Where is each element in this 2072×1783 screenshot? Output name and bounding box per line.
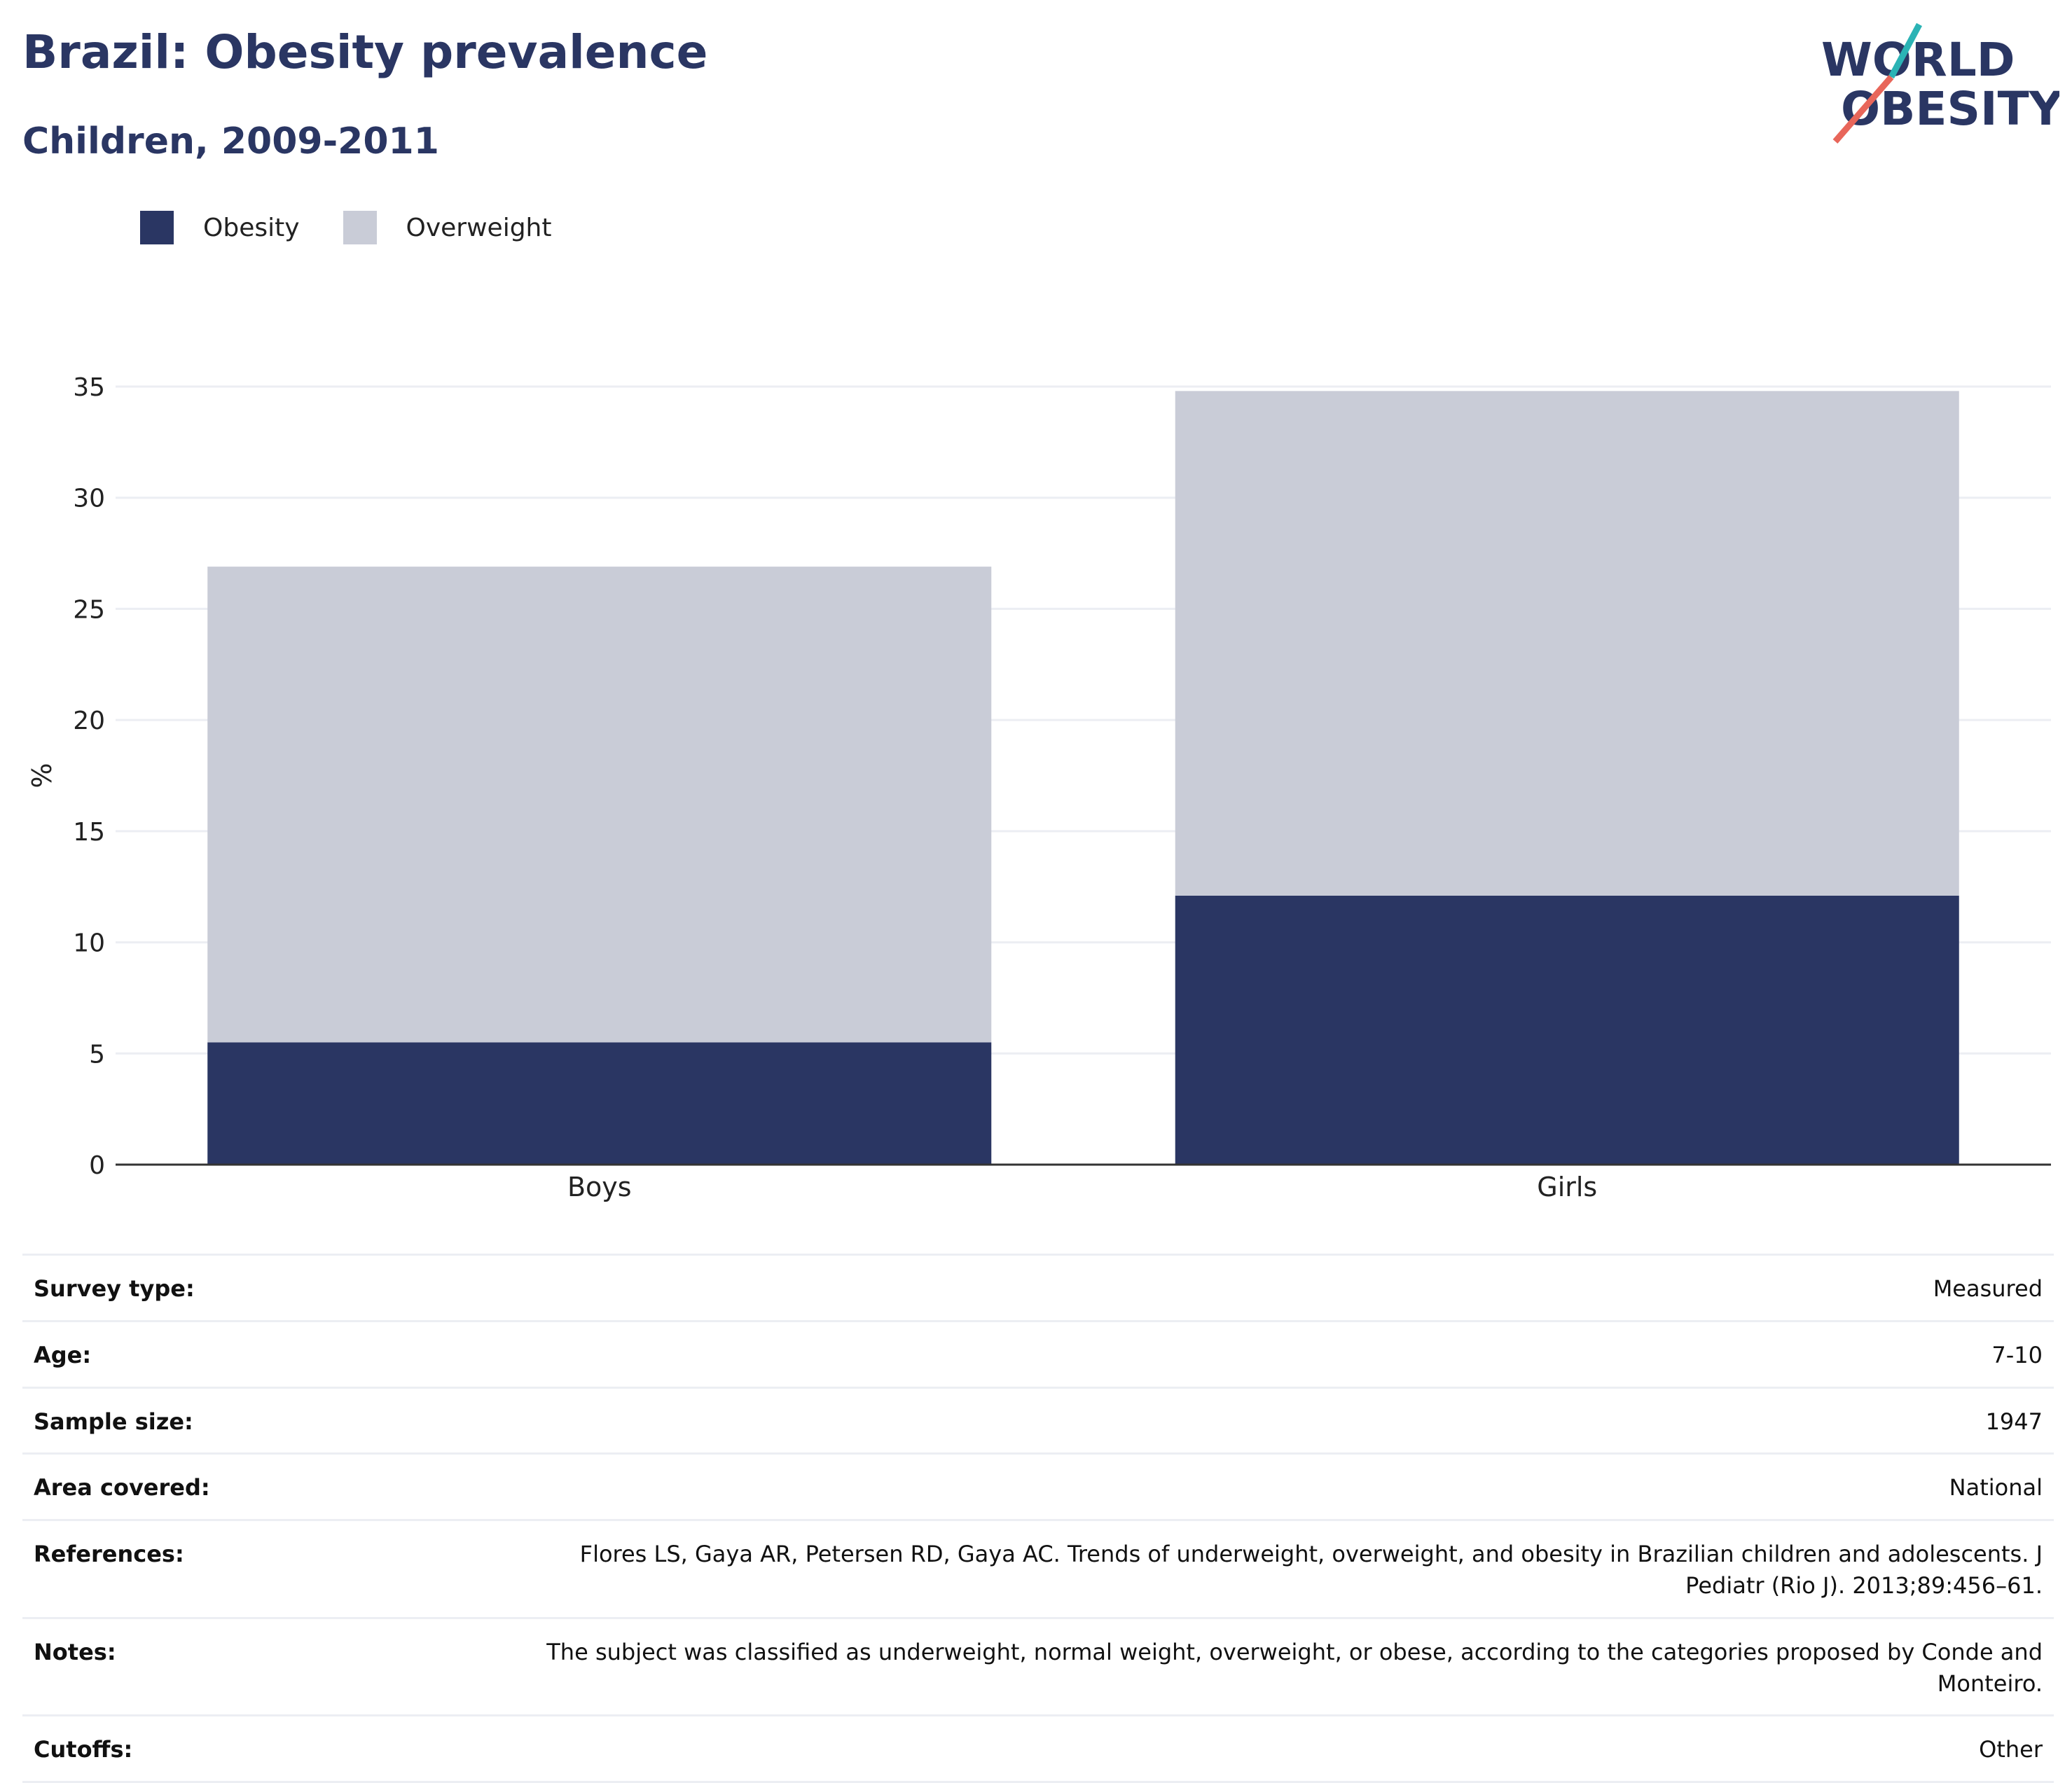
y-tick-label: 35 [73, 373, 105, 402]
table-row: Age: 7-10 [22, 1319, 2054, 1389]
bar-overweight-boys [207, 567, 992, 1043]
y-tick-label: 10 [73, 929, 105, 958]
info-value: 7-10 [535, 1319, 2054, 1389]
info-value: The subject was classified as underweigh… [535, 1616, 2054, 1717]
info-label: Area covered: [22, 1452, 535, 1522]
table-row: Survey type: Measured [22, 1254, 2054, 1322]
info-value: Flores LS, Gaya AR, Petersen RD, Gaya AC… [535, 1519, 2054, 1619]
bar-overweight-girls [1175, 391, 1959, 896]
legend-swatch-obesity [140, 211, 174, 244]
info-label: Cutoffs: [22, 1714, 535, 1783]
y-tick-label: 20 [73, 707, 105, 735]
legend-label-overweight: Overweight [406, 213, 552, 242]
logo-word-world: WORLD [1821, 33, 2015, 87]
page-subtitle: Children, 2009-2011 [22, 120, 439, 162]
y-tick-label: 30 [73, 485, 105, 513]
legend-swatch-overweight [343, 211, 377, 244]
legend-item-obesity[interactable]: Obesity [140, 211, 300, 244]
table-row: Sample size: 1947 [22, 1386, 2054, 1455]
survey-info-table: Survey type: Measured Age: 7-10 Sample s… [22, 1254, 2054, 1783]
info-value: 1947 [535, 1386, 2054, 1455]
world-obesity-logo: WORLD OBESITY [1821, 22, 2059, 144]
stacked-bar-chart: 0 5 10 15 20 25 30 35% Boys Girls [27, 373, 2051, 1202]
legend-item-overweight[interactable]: Overweight [343, 211, 552, 244]
info-value: Other [535, 1714, 2054, 1783]
y-tick-label: 0 [89, 1151, 105, 1180]
logo-slash-coral [1832, 75, 1894, 144]
bar-obesity-boys [207, 1042, 992, 1165]
info-label: References: [22, 1519, 535, 1619]
bar-obesity-girls [1175, 895, 1959, 1165]
info-label: Survey type: [22, 1254, 535, 1322]
legend-label-obesity: Obesity [203, 213, 300, 242]
info-label: Age: [22, 1319, 535, 1389]
y-tick-label: 25 [73, 595, 105, 624]
y-tick-label: 15 [73, 818, 105, 847]
chart-legend: Obesity Overweight [140, 210, 595, 245]
y-tick-label: 5 [89, 1040, 105, 1069]
info-value: National [535, 1452, 2054, 1522]
logo-slash-teal [1888, 22, 1922, 79]
table-row: Notes: The subject was classified as und… [22, 1616, 2054, 1717]
info-label: Notes: [22, 1616, 535, 1717]
info-value: Measured [535, 1254, 2054, 1322]
table-row: Area covered: National [22, 1452, 2054, 1522]
table-row: Cutoffs: Other [22, 1714, 2054, 1783]
x-tick-label: Girls [1537, 1172, 1597, 1202]
page-title: Brazil: Obesity prevalence [22, 25, 708, 79]
x-tick-label: Boys [567, 1172, 632, 1202]
info-label: Sample size: [22, 1386, 535, 1455]
y-axis-label: % [27, 763, 57, 788]
table-row: References: Flores LS, Gaya AR, Petersen… [22, 1519, 2054, 1619]
